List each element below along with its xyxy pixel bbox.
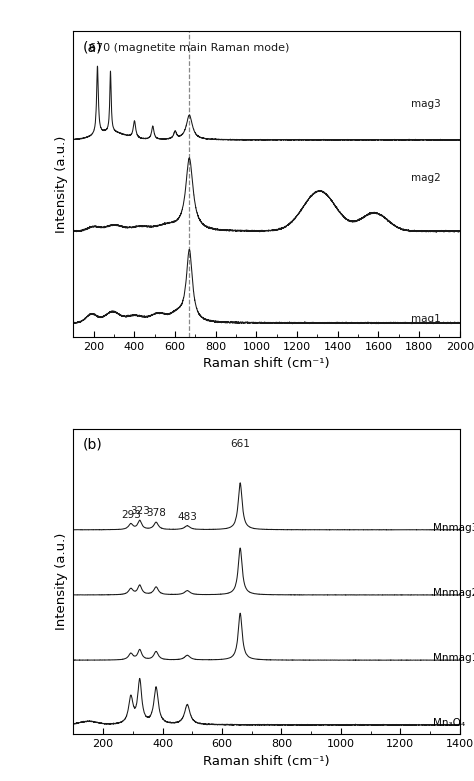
Text: Mnmag1: Mnmag1 bbox=[433, 653, 474, 663]
Text: 323: 323 bbox=[130, 507, 150, 516]
X-axis label: Raman shift (cm⁻¹): Raman shift (cm⁻¹) bbox=[203, 357, 330, 370]
X-axis label: Raman shift (cm⁻¹): Raman shift (cm⁻¹) bbox=[203, 754, 330, 768]
Text: Mnmag2: Mnmag2 bbox=[433, 588, 474, 598]
Text: 483: 483 bbox=[177, 512, 197, 522]
Text: 378: 378 bbox=[146, 508, 166, 519]
Y-axis label: Intensity (a.u.): Intensity (a.u.) bbox=[55, 533, 68, 630]
Text: 661: 661 bbox=[230, 439, 250, 449]
Text: mag2: mag2 bbox=[411, 173, 441, 183]
Text: mag1: mag1 bbox=[411, 315, 441, 324]
Text: 670 (magnetite main Raman mode): 670 (magnetite main Raman mode) bbox=[89, 43, 290, 52]
Text: Mn₃O₄: Mn₃O₄ bbox=[433, 719, 465, 728]
Text: (a): (a) bbox=[83, 41, 103, 55]
Y-axis label: Intensity (a.u.): Intensity (a.u.) bbox=[55, 135, 68, 233]
Text: mag3: mag3 bbox=[411, 98, 441, 109]
Text: 293: 293 bbox=[121, 510, 141, 520]
Text: (b): (b) bbox=[83, 437, 103, 451]
Text: Mnmag3: Mnmag3 bbox=[433, 522, 474, 533]
